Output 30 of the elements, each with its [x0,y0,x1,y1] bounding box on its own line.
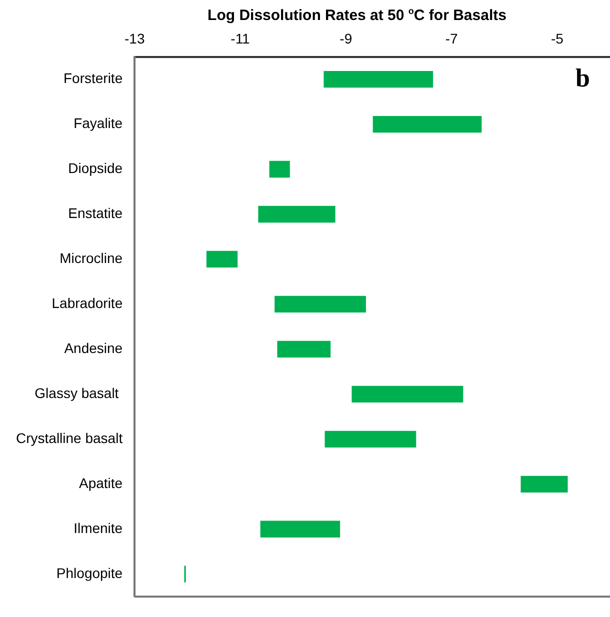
y-tick-label: Phlogopite [56,564,123,581]
bar [352,386,464,402]
bar [206,250,238,268]
y-tick-label: Microcline [60,250,123,266]
y-tick-label: Forsterite [63,70,123,86]
x-tick-label: -7 [445,30,458,46]
x-tick-label: -9 [340,30,352,46]
bar [258,206,336,223]
y-tick-label: Crystalline basalt [16,430,123,446]
bar [324,70,434,88]
y-tick-label: Fayalite [74,115,123,132]
bar [277,340,331,358]
y-tick-label: Andesine [64,340,123,356]
bar [260,520,340,538]
annotation: b [576,64,590,93]
y-tick-label: Glassy basalt [34,385,123,402]
y-tick-label: Enstatite [68,205,123,222]
chart-title: Log Dissolution Rates at 50 $^{o}$C for Basalts [206,6,508,24]
y-tick-label: Ilmenite [74,520,123,536]
y-tick-label: Diopside [68,160,123,176]
bar [324,430,416,448]
bar [274,296,366,313]
x-tick-label: -5 [550,30,564,46]
bar [520,476,568,492]
bar [372,116,482,133]
bar [269,160,290,178]
y-tick-label: Labradorite [52,295,123,312]
x-tick-label: -11 [230,30,250,46]
x-tick-label: -13 [124,30,145,46]
y-tick-label: Apatite [79,475,123,491]
